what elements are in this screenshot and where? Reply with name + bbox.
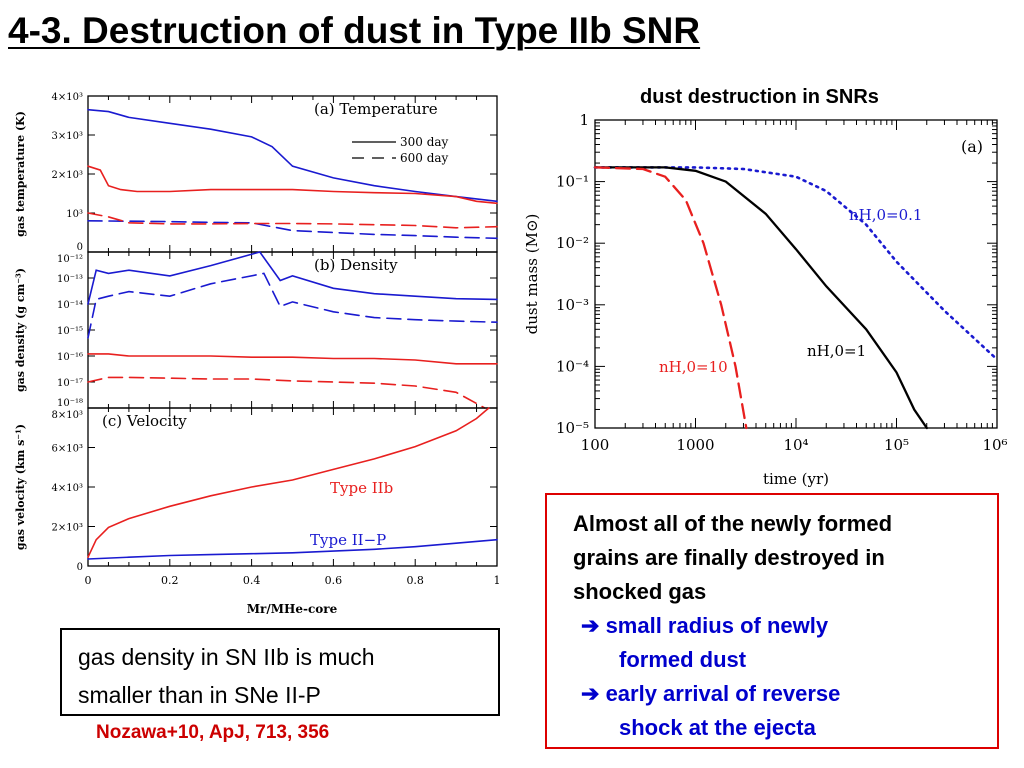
right-figure: 100 1000 10⁴ 10⁵ 10⁶ 10⁻⁵ 10⁻⁴ 10⁻³ 10⁻² 10⁻¹ 1 tim… [523,111,1008,488]
x-axis-label: Mr/MHe-core [247,602,338,616]
bullet-2: ➔ early arrival of reverse [573,677,971,711]
bullet-2-line-2: shock at the ejecta [619,715,816,740]
x-tick-label: 1 [494,574,501,587]
left-note-box: gas density in SN IIb is much smaller th… [60,628,500,716]
series-line-blue-solid [87,108,498,203]
panel-frame [87,95,498,253]
x-tick-label: 0.2 [161,574,179,587]
panel-label: (a) Temperature [314,100,438,118]
series-line-red-dashed [87,376,486,409]
y-tick-label: 6×10³ [52,444,83,455]
series-line-nh-0-0-1 [593,166,999,361]
series-line-type-iib [87,407,490,559]
y-tick-label: 10⁻¹⁷ [57,378,83,389]
bullet-2-line-1: early arrival of reverse [605,681,841,706]
left-note-line-1: gas density in SN IIb is much [78,644,375,670]
series-line-red-solid [87,353,498,365]
bullet-1-line-1: small radius of newly [605,613,829,638]
left-note-line-2: smaller than in SNe II-P [78,682,321,708]
x-tick-label: 10⁶ [982,436,1007,454]
arrow-icon: ➔ [581,613,600,638]
series-label: Type II−P [310,531,386,549]
y-tick-label: 8×10³ [52,410,83,421]
panel-label: (a) [961,137,983,156]
slide-title: 4-3. Destruction of dust in Type IIb SNR [8,10,701,51]
y-tick-label: 10⁻¹⁵ [57,326,83,337]
y-axis-label: dust mass (M⊙) [523,214,541,335]
y-tick-label: 10⁻¹⁶ [57,352,83,363]
series-line-nh-0-10 [593,166,748,430]
right-note-line-3: shocked gas [573,579,707,604]
panel-label: (c) Velocity [102,412,187,430]
y-tick-label: 10⁻⁵ [556,419,589,437]
x-tick-label: 0.6 [325,574,343,587]
x-tick-label: 10⁵ [884,436,909,454]
y-axis-label: gas density (g cm⁻³) [14,268,27,392]
series-line-red-solid [87,165,498,205]
x-tick-label: 100 [581,436,610,454]
series-line-blue-dashed [87,220,498,240]
right-chart-title: dust destruction in SNRs [640,86,879,108]
panel-label: (b) Density [314,256,398,274]
y-tick-label: 4×10³ [52,483,83,494]
y-tick-label: 10⁻¹ [556,173,589,191]
x-tick-label: 0 [85,574,92,587]
y-tick-label: 10⁻³ [556,296,589,314]
right-note-line-2: grains are finally destroyed in [573,545,885,570]
legend-label: 300 day [400,135,449,149]
arrow-icon: ➔ [581,681,600,706]
series-label: nH,0=0.1 [849,206,922,224]
series-label: Type IIb [330,479,393,497]
series-line-blue-dashed [87,272,498,339]
legend-label: 600 day [400,151,449,165]
series-line-nh-0-1 [593,166,928,430]
right-note-line-1: Almost all of the newly formed [573,511,893,536]
y-tick-label: 10⁻² [556,234,589,252]
y-tick-label: 10⁻¹² [57,254,83,265]
y-tick-label: 10³ [66,209,83,220]
x-tick-label: 0.8 [406,574,424,587]
y-tick-label: 10⁻¹⁸ [57,398,83,409]
left-figure: 0 10³ 2×10³ 3×10³ 4×10³ (a) Temperature gas te… [14,92,501,616]
y-tick-label: 1 [579,111,589,129]
x-tick-label: 10⁴ [783,436,808,454]
y-tick-label: 4×10³ [52,92,83,103]
y-tick-label: 2×10³ [52,523,83,534]
panel-frame [87,407,498,567]
y-tick-label: 10⁻¹³ [57,274,83,285]
series-line-red-dashed [87,212,498,229]
series-label: nH,0=10 [659,358,728,376]
y-tick-label: 0 [77,562,83,573]
citation: Nozawa+10, ApJ, 713, 356 [96,722,330,743]
bullet-1: ➔ small radius of newly [573,609,971,643]
y-tick-label: 2×10³ [52,170,83,181]
series-line-blue-solid [87,251,498,305]
x-tick-label: 0.4 [243,574,261,587]
y-tick-label: 10⁻¹⁴ [57,300,83,311]
y-axis-label: gas temperature (K) [14,111,27,237]
y-axis-label: gas velocity (km s⁻¹) [14,424,27,550]
y-tick-label: 10⁻⁴ [556,357,589,375]
y-tick-label: 3×10³ [52,131,83,142]
x-axis-label: time (yr) [763,470,829,488]
series-line-type-ii-p [87,538,498,560]
plot-frame [594,119,998,429]
x-tick-label: 1000 [676,436,714,454]
right-note-box: Almost all of the newly formed grains ar… [545,493,999,749]
series-label: nH,0=1 [807,342,866,360]
bullet-1-line-2: formed dust [619,647,747,672]
y-tick-label: 0 [77,242,83,253]
